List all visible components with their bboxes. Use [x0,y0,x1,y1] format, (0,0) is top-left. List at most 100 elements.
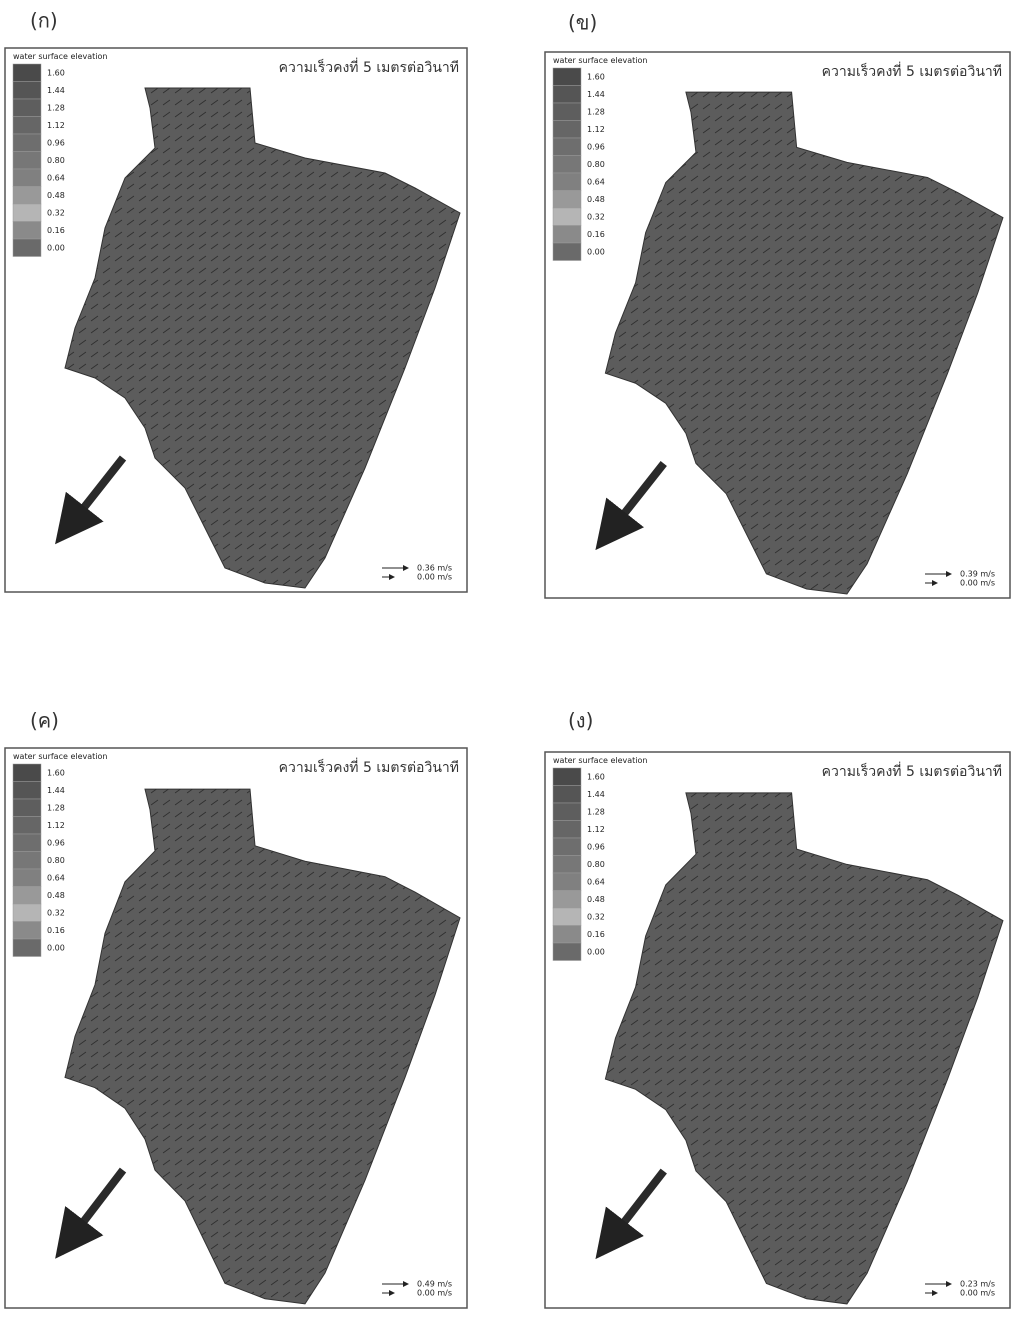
scale-label: 0.00 m/s [960,579,995,588]
legend-value: 1.12 [587,125,605,134]
legend-value: 0.16 [47,926,65,935]
legend-value: 0.80 [587,160,605,169]
legend-swatch [553,926,581,944]
legend-value: 1.28 [587,808,605,817]
legend-value: 0.32 [587,913,605,922]
legend-value: 1.28 [47,804,65,813]
scale-label: 0.39 m/s [960,570,995,579]
legend-swatch [553,68,581,86]
legend-value: 0.96 [587,843,605,852]
legend-value: 0.64 [47,874,65,883]
legend-value: 0.00 [47,944,65,953]
legend-swatch [13,869,41,887]
legend-value: 0.00 [587,948,605,957]
legend-value: 0.96 [587,143,605,152]
legend-swatch [553,226,581,244]
legend-value: 0.32 [587,213,605,222]
legend-swatch [553,803,581,821]
legend-swatch [553,191,581,209]
legend-value: 0.48 [587,895,605,904]
legend-swatch [13,64,41,82]
legend-swatch [13,204,41,222]
legend-swatch [553,768,581,786]
legend-swatch [553,243,581,261]
legend-value: 1.60 [587,773,605,782]
legend-title: water surface elevation [13,52,107,61]
legend-value: 0.16 [587,230,605,239]
legend-swatch [553,156,581,174]
legend-swatch [13,852,41,870]
legend-value: 0.64 [587,878,605,887]
panel: water surface elevation 1.60 1.44 1.28 1.12 0… [5,48,467,592]
scale-label: 0.36 m/s [417,564,452,573]
legend-value: 1.44 [587,90,605,99]
speed-note: ความเร็วคงที่ 5 เมตรต่อวินาที [822,62,1002,80]
scale-label: 0.00 m/s [417,573,452,582]
legend-swatch [13,117,41,135]
speed-note: ความเร็วคงที่ 5 เมตรต่อวินาที [279,58,459,76]
panel-label: (ค) [30,709,59,733]
legend-swatch [13,782,41,800]
panel: water surface elevation1.601.441.281.120… [5,748,467,1308]
legend-swatch [13,834,41,852]
legend-swatch [13,939,41,957]
legend-value: 0.32 [47,909,65,918]
scale-label: 0.00 m/s [417,1289,452,1298]
legend-value: 1.44 [47,86,65,95]
legend-value: 0.80 [587,860,605,869]
legend-value: 1.12 [47,121,65,130]
legend-value: 0.48 [47,191,65,200]
legend-value: 0.64 [587,178,605,187]
legend-value: 0.48 [587,195,605,204]
legend-swatch [13,134,41,152]
legend-swatch [553,891,581,909]
legend-value: 0.00 [587,248,605,257]
legend-swatch [13,922,41,940]
legend-value: 0.16 [587,930,605,939]
legend-swatch [553,138,581,156]
legend-swatch [13,904,41,922]
legend-title: water surface elevation [553,56,647,65]
legend-swatch [553,208,581,226]
legend-value: 0.80 [47,856,65,865]
legend-swatch [553,86,581,104]
legend-value: 0.48 [47,891,65,900]
legend-value: 1.60 [47,69,65,78]
legend-value: 0.16 [47,226,65,235]
legend-value: 0.96 [47,839,65,848]
legend-swatch [553,908,581,926]
legend-value: 0.96 [47,139,65,148]
legend-swatch [553,943,581,961]
panel-label: (ข) [568,11,597,35]
legend-swatch [553,173,581,191]
legend-swatch [13,817,41,835]
legend-value: 1.28 [47,104,65,113]
speed-note: ความเร็วคงที่ 5 เมตรต่อวินาที [822,762,1002,780]
legend-swatch [553,786,581,804]
legend-swatch [553,838,581,856]
legend-swatch [13,187,41,205]
panel-label: (ก) [30,9,58,33]
legend-value: 1.28 [587,108,605,117]
legend-value: 1.12 [587,825,605,834]
legend-swatch [553,103,581,121]
legend-swatch [13,169,41,187]
legend-swatch [13,764,41,782]
legend-swatch [13,222,41,240]
legend-swatch [553,856,581,874]
legend-value: 0.32 [47,209,65,218]
legend-value: 1.12 [47,821,65,830]
speed-note: ความเร็วคงที่ 5 เมตรต่อวินาที [279,758,459,776]
scale-label: 0.23 m/s [960,1280,995,1289]
legend-swatch [13,152,41,170]
legend-swatch [553,121,581,139]
legend-swatch [13,799,41,817]
legend-swatch [553,873,581,891]
legend-value: 0.00 [47,244,65,253]
scale-label: 0.00 m/s [960,1289,995,1298]
panel-label: (ง) [568,709,593,733]
legend-swatch [13,239,41,257]
legend-swatch [553,821,581,839]
legend-swatch [13,887,41,905]
panel: water surface elevation1.601.441.281.120… [545,752,1010,1308]
